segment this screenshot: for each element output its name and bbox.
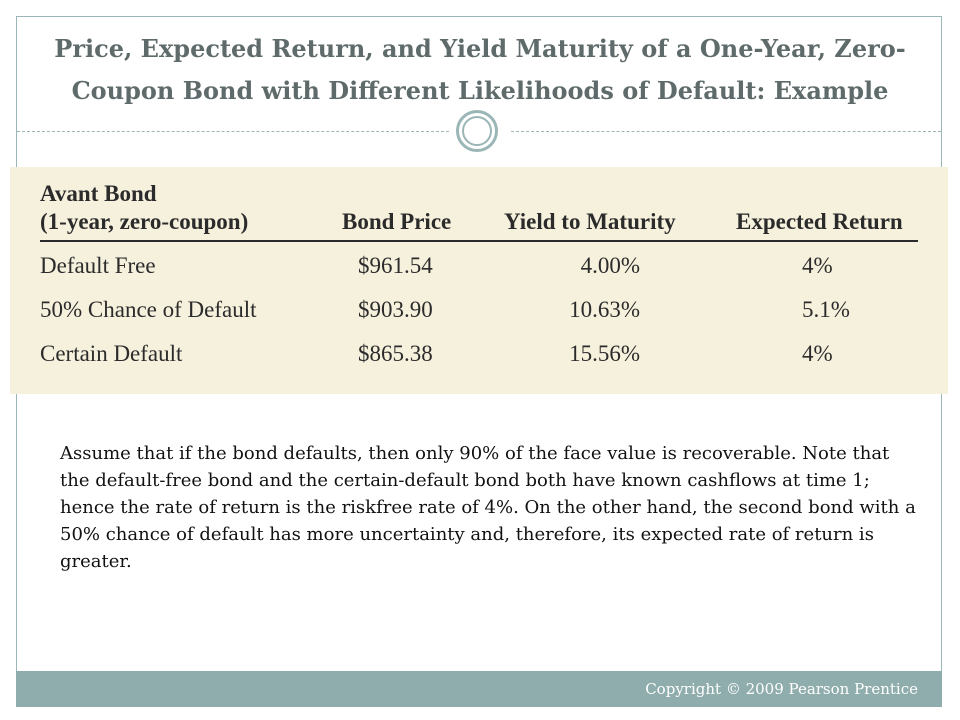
- row-yield: 15.56%: [569, 341, 640, 366]
- row-bond-price: $865.38: [358, 341, 433, 366]
- row-expected-return: 4%: [802, 341, 833, 366]
- title-divider-right: [511, 131, 941, 132]
- copyright-text: Copyright © 2009 Pearson Prentice: [645, 680, 918, 698]
- title-divider-left: [17, 131, 449, 132]
- row-label: 50% Chance of Default: [40, 297, 257, 322]
- row-bond-price: $903.90: [358, 297, 433, 322]
- divider-circle-ornament: [456, 110, 498, 152]
- header-avant-bond: Avant Bond: [40, 181, 157, 206]
- row-label: Default Free: [40, 253, 156, 278]
- bond-table: Avant Bond (1-year, zero-coupon) Bond Pr…: [10, 167, 948, 394]
- slide-title: Price, Expected Return, and Yield Maturi…: [54, 34, 906, 105]
- header-yield-to-maturity: Yield to Maturity: [504, 209, 676, 234]
- explanation-text: Assume that if the bond defaults, then o…: [60, 443, 916, 572]
- row-bond-price: $961.54: [358, 253, 433, 278]
- header-avant-bond-subtitle: (1-year, zero-coupon): [40, 209, 249, 234]
- header-bond-price: Bond Price: [342, 209, 452, 234]
- row-label: Certain Default: [40, 341, 183, 366]
- header-rule: [40, 240, 918, 242]
- row-expected-return: 5.1%: [802, 297, 850, 322]
- footer-bar: Copyright © 2009 Pearson Prentice: [16, 671, 942, 707]
- bond-table-panel: Avant Bond (1-year, zero-coupon) Bond Pr…: [10, 167, 948, 394]
- header-expected-return: Expected Return: [736, 209, 903, 234]
- row-yield: 10.63%: [569, 297, 640, 322]
- row-yield: 4.00%: [580, 253, 640, 278]
- row-expected-return: 4%: [802, 253, 833, 278]
